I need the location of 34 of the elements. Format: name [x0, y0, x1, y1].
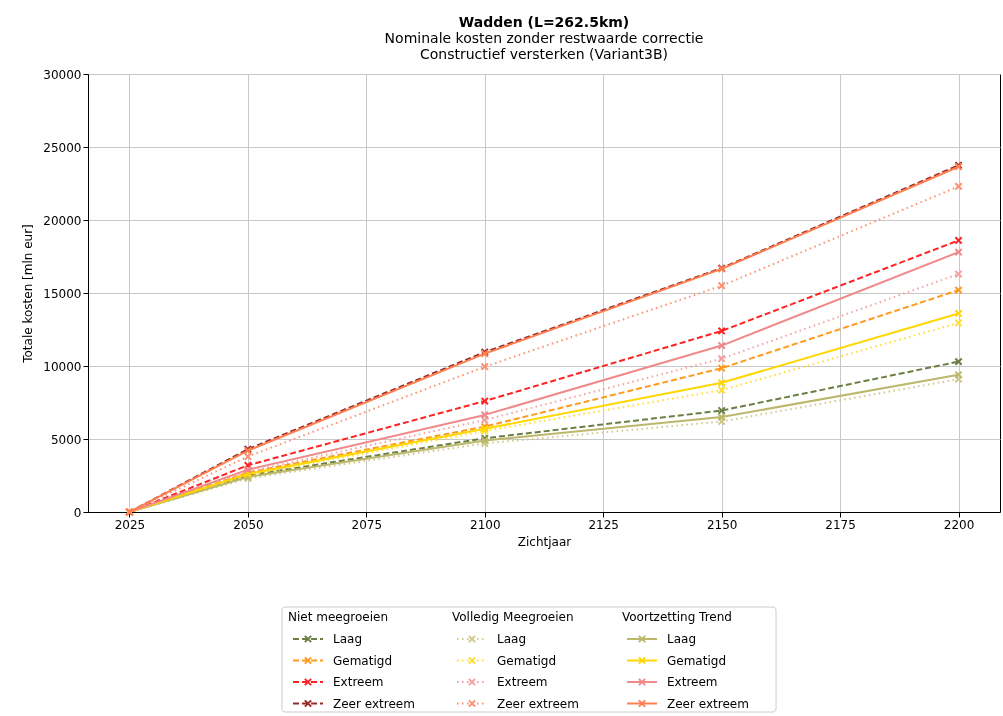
y-tick-label: 10000 — [43, 359, 82, 374]
x-tick-label: 2100 — [470, 517, 501, 532]
legend-label: Gematigd — [667, 653, 726, 668]
x-tick-label: 2125 — [588, 517, 619, 532]
x-tick-label: 2150 — [706, 517, 738, 532]
x-tick-label: 2050 — [233, 517, 264, 532]
legend-label: Zeer extreem — [333, 696, 415, 711]
y-tick-label: 25000 — [43, 140, 82, 155]
x-tick-label: 2025 — [114, 517, 146, 532]
y-tick-label: 0 — [73, 505, 82, 520]
x-tick-label: 2075 — [351, 517, 383, 532]
y-tick-label: 5000 — [50, 432, 82, 447]
legend-label: Laag — [333, 632, 363, 646]
x-axis-title: Zichtjaar — [517, 534, 572, 549]
legend-label: Gematigd — [333, 653, 392, 668]
chart-subtitle: Nominale kosten zonder restwaarde correctie Constructief versterken (Variant3B) — [384, 30, 704, 62]
legend-label: Laag — [497, 632, 527, 646]
y-axis-title: Totale kosten [mln eur] — [21, 224, 36, 364]
x-tick-label: 2175 — [825, 517, 856, 532]
text: Volledig Meegroeien — [452, 610, 574, 624]
legend-label: Extreem — [497, 675, 548, 689]
x-tick-label: 2200 — [943, 517, 975, 532]
text: Niet meegroeien — [288, 610, 389, 624]
legend-label: Laag — [667, 632, 697, 646]
chart-title: Wadden (L=262.5km) — [458, 14, 630, 30]
legend-label: Extreem — [333, 675, 384, 689]
y-tick-label: 15000 — [43, 286, 82, 301]
legend-label: Gematigd — [497, 653, 556, 668]
legend-label: Zeer extreem — [667, 696, 749, 711]
legend-label: Extreem — [667, 675, 718, 689]
y-tick-label: 30000 — [43, 67, 82, 82]
text: Voortzetting Trend — [622, 610, 732, 624]
legend-label: Zeer extreem — [497, 696, 579, 711]
y-tick-label: 20000 — [43, 213, 82, 228]
